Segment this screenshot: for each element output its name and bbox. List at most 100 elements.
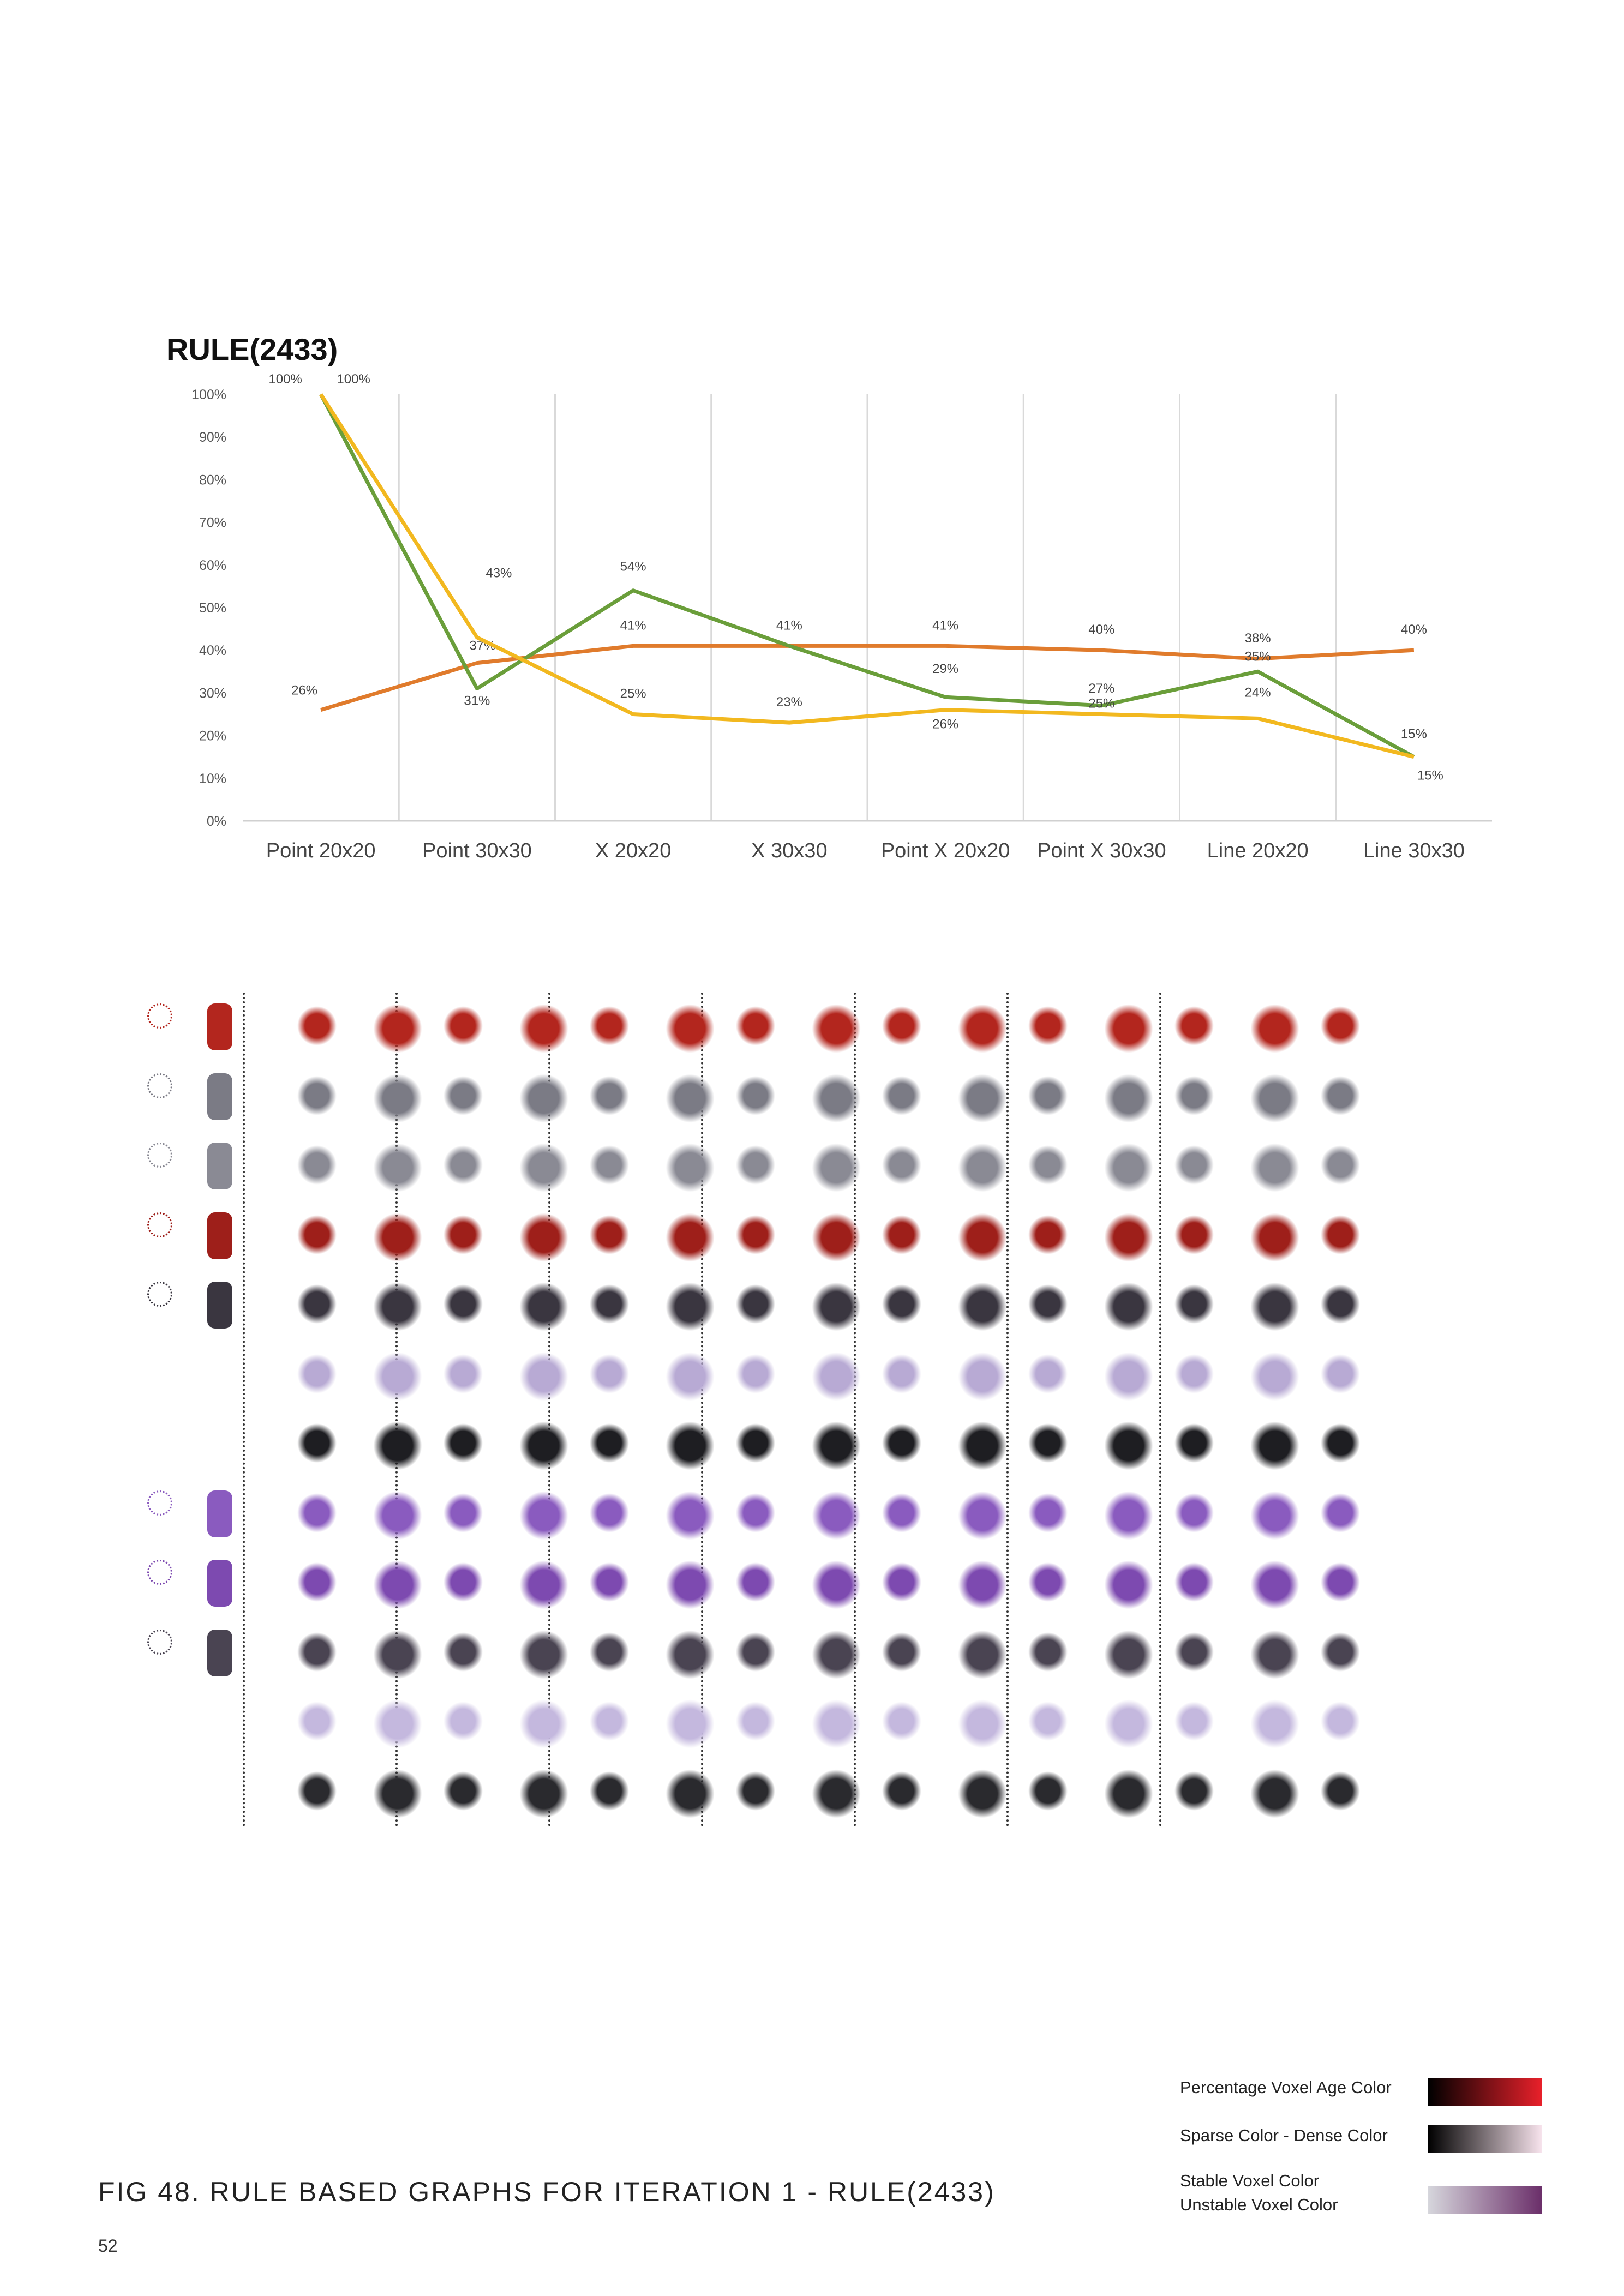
voxel-thumbnail	[368, 1351, 428, 1402]
voxel-thumbnail	[1026, 1143, 1070, 1187]
legend-swatch-stability	[1428, 2186, 1542, 2214]
voxel-thumbnail	[733, 1282, 778, 1326]
voxel-thumbnail	[1026, 1421, 1070, 1465]
voxel-thumbnail	[879, 1699, 924, 1744]
voxel-thumbnail	[1318, 1351, 1363, 1396]
voxel-thumbnail	[1026, 1560, 1070, 1604]
voxel-thumbnail	[587, 1768, 632, 1813]
voxel-thumbnail	[1026, 1490, 1070, 1535]
voxel-thumbnail	[295, 1143, 339, 1187]
voxel-thumbnail	[441, 1282, 486, 1326]
voxel-thumbnail	[660, 1768, 720, 1819]
series-line-1	[319, 393, 1415, 759]
voxel-thumbnail	[733, 1351, 778, 1396]
voxel-thumbnail	[806, 1212, 866, 1263]
voxel-thumbnail	[147, 1073, 172, 1098]
data-label: 54%	[620, 560, 646, 574]
voxel-thumbnail	[879, 1490, 924, 1535]
y-tick-label: 0%	[207, 814, 226, 829]
voxel-thumbnail	[1026, 1629, 1070, 1674]
voxel-thumbnail	[441, 1768, 486, 1813]
voxel-thumbnail	[368, 1490, 428, 1541]
data-label: 26%	[932, 717, 958, 732]
voxel-thumbnail	[147, 1212, 172, 1237]
voxel-thumbnail	[587, 1212, 632, 1257]
voxel-thumbnail	[1245, 1212, 1305, 1263]
voxel-thumbnail	[1099, 1143, 1159, 1193]
voxel-thumbnail	[1172, 1351, 1216, 1396]
voxel-thumbnail	[441, 1073, 486, 1118]
voxel-thumbnail	[514, 1143, 574, 1193]
voxel-thumbnail	[1172, 1560, 1216, 1604]
voxel-thumbnail	[295, 1351, 339, 1396]
voxel-thumbnail	[514, 1629, 574, 1680]
voxel-thumbnail	[295, 1073, 339, 1118]
voxel-thumbnail	[1026, 1003, 1070, 1048]
line-chart: 0% 10% 20% 30% 40% 50% 60% 70% 80% 90% 100% Point 2…	[191, 372, 1492, 862]
grid-column-separator	[1006, 993, 1009, 1827]
voxel-thumbnail	[660, 1560, 720, 1610]
y-tick-label: 100%	[191, 387, 226, 402]
voxel-thumbnail	[1172, 1143, 1216, 1187]
voxel-thumbnail	[441, 1560, 486, 1604]
grid-column-separator	[701, 993, 703, 1827]
voxel-thumbnail	[660, 1003, 720, 1054]
voxel-thumbnail	[952, 1490, 1012, 1541]
legend-label-density: Sparse Color - Dense Color	[1180, 2126, 1388, 2145]
voxel-thumbnail	[1245, 1421, 1305, 1471]
voxel-thumbnail	[441, 1143, 486, 1187]
voxel-thumbnail	[368, 1282, 428, 1332]
voxel-thumbnail	[733, 1073, 778, 1118]
data-label: 35%	[1245, 649, 1271, 664]
y-tick-label: 30%	[199, 686, 226, 701]
series-line-2	[319, 393, 1415, 759]
data-label: 29%	[932, 662, 958, 676]
voxel-thumbnail	[368, 1629, 428, 1680]
voxel-thumbnail	[1099, 1560, 1159, 1610]
voxel-thumbnail	[879, 1143, 924, 1187]
voxel-thumbnail	[733, 1212, 778, 1257]
y-tick-label: 20%	[199, 729, 226, 744]
y-tick-label: 40%	[199, 643, 226, 658]
grid-column-separator	[548, 993, 550, 1827]
x-tick-label: X 20x20	[595, 839, 671, 862]
data-label: 38%	[1245, 631, 1271, 646]
voxel-thumbnail	[879, 1212, 924, 1257]
voxel-thumbnail	[733, 1629, 778, 1674]
voxel-thumbnail	[1099, 1490, 1159, 1541]
voxel-thumbnail	[660, 1073, 720, 1123]
voxel-thumbnail	[879, 1421, 924, 1465]
voxel-thumbnail	[514, 1073, 574, 1123]
voxel-thumbnail	[806, 1143, 866, 1193]
voxel-thumbnail	[295, 1421, 339, 1465]
voxel-thumbnail	[806, 1768, 866, 1819]
voxel-thumbnail	[1318, 1073, 1363, 1118]
voxel-thumbnail	[1172, 1629, 1216, 1674]
voxel-thumbnail	[1245, 1560, 1305, 1610]
voxel-thumbnail	[660, 1699, 720, 1749]
voxel-thumbnail	[441, 1421, 486, 1465]
voxel-thumbnail	[207, 1490, 232, 1537]
voxel-thumbnail	[1245, 1282, 1305, 1332]
voxel-thumbnail	[806, 1560, 866, 1610]
voxel-thumbnail	[207, 1282, 232, 1329]
voxel-thumbnail	[806, 1282, 866, 1332]
data-label: 40%	[1401, 622, 1427, 637]
voxel-thumbnail	[1099, 1003, 1159, 1054]
legend-label-unstable: Unstable Voxel Color	[1180, 2195, 1338, 2214]
voxel-thumbnail	[514, 1421, 574, 1471]
voxel-thumbnail	[587, 1490, 632, 1535]
voxel-thumbnail	[1318, 1490, 1363, 1535]
data-label: 40%	[1088, 622, 1114, 637]
voxel-thumbnail	[295, 1490, 339, 1535]
x-tick-label: Point X 20x20	[881, 839, 1010, 862]
voxel-thumbnail	[1099, 1699, 1159, 1749]
voxel-thumbnail	[368, 1421, 428, 1471]
voxel-thumbnail	[1099, 1282, 1159, 1332]
voxel-thumbnail	[514, 1768, 574, 1819]
voxel-thumbnail	[441, 1699, 486, 1744]
data-label: 31%	[464, 694, 490, 708]
voxel-thumbnail	[1245, 1490, 1305, 1541]
voxel-thumbnail	[952, 1212, 1012, 1263]
voxel-thumbnail	[1318, 1629, 1363, 1674]
